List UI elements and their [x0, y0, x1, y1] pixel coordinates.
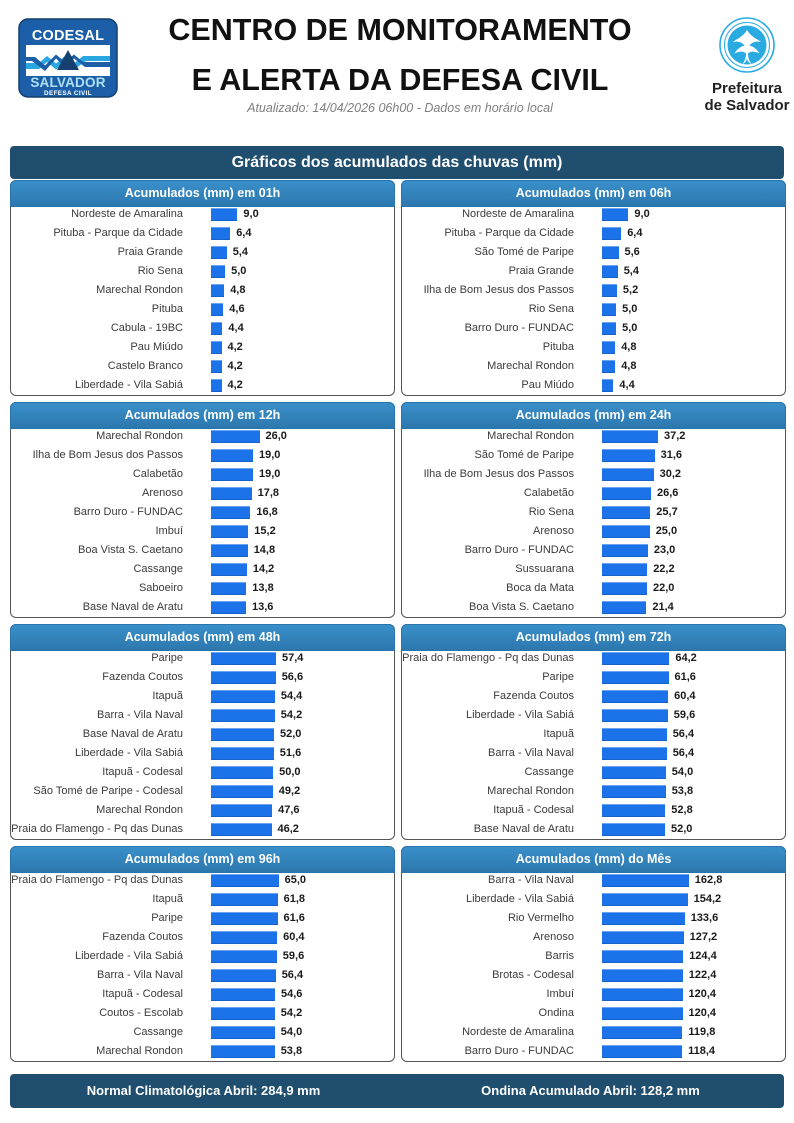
svg-text:CODESAL: CODESAL	[32, 28, 104, 44]
svg-text:SALVADOR: SALVADOR	[30, 75, 105, 90]
svg-text:DEFESA CIVIL: DEFESA CIVIL	[44, 90, 92, 97]
